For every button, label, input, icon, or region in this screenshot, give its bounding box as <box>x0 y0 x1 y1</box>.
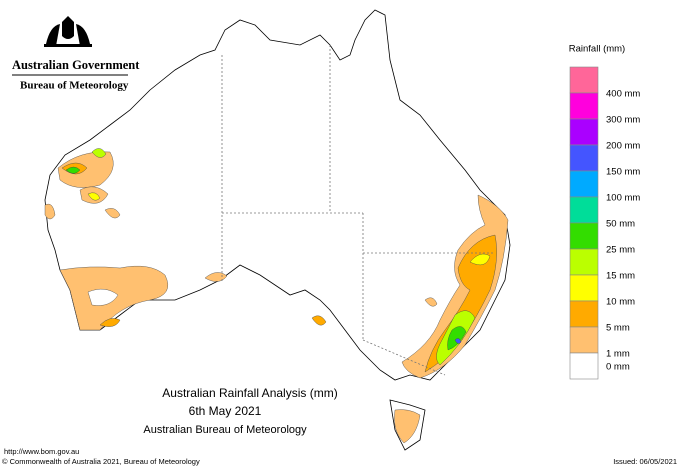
legend-swatch <box>569 326 599 354</box>
legend-swatch <box>569 144 599 172</box>
legend-label: 150 mm <box>606 167 640 178</box>
legend-swatch <box>569 170 599 198</box>
legend-label: 100 mm <box>606 193 640 204</box>
legend-swatch <box>569 196 599 224</box>
footer-issued: Issued: 06/05/2021 <box>613 457 677 466</box>
legend-label: 0 mm <box>606 362 630 373</box>
state-borders <box>221 45 495 376</box>
coat-of-arms <box>44 16 92 47</box>
legend-swatch <box>569 352 599 380</box>
legend-label: 300 mm <box>606 115 640 126</box>
map-date: 6th May 2021 <box>189 404 262 418</box>
legend-label: 5 mm <box>606 323 630 334</box>
legend-swatch <box>569 300 599 328</box>
legend-swatch <box>569 248 599 276</box>
legend-label: 400 mm <box>606 89 640 100</box>
legend-label: 15 mm <box>606 271 635 282</box>
legend-label: 200 mm <box>606 141 640 152</box>
footer-url: http://www.bom.gov.au <box>4 447 79 456</box>
legend: 400 mm 300 mm 200 mm 150 mm 100 mm 50 mm 25 mm… <box>569 66 640 380</box>
map-title: Australian Rainfall Analysis (mm) <box>162 386 337 400</box>
legend-swatch <box>569 274 599 302</box>
legend-label: 10 mm <box>606 297 635 308</box>
gov-name: Australian Government <box>12 58 140 72</box>
map-source: Australian Bureau of Meteorology <box>143 424 307 436</box>
agency-name: Bureau of Meteorology <box>20 80 129 92</box>
rainfall-areas <box>44 148 509 444</box>
legend-label: 50 mm <box>606 219 635 230</box>
legend-label: 25 mm <box>606 245 635 256</box>
footer-copyright: © Commonwealth of Australia 2021, Bureau… <box>2 457 200 466</box>
legend-swatch <box>569 66 599 94</box>
legend-swatch <box>569 222 599 250</box>
legend-swatch <box>569 118 599 146</box>
legend-label: 1 mm <box>606 349 630 360</box>
legend-swatch <box>569 92 599 120</box>
legend-title: Rainfall (mm) <box>569 44 625 55</box>
australia-map <box>44 9 511 451</box>
